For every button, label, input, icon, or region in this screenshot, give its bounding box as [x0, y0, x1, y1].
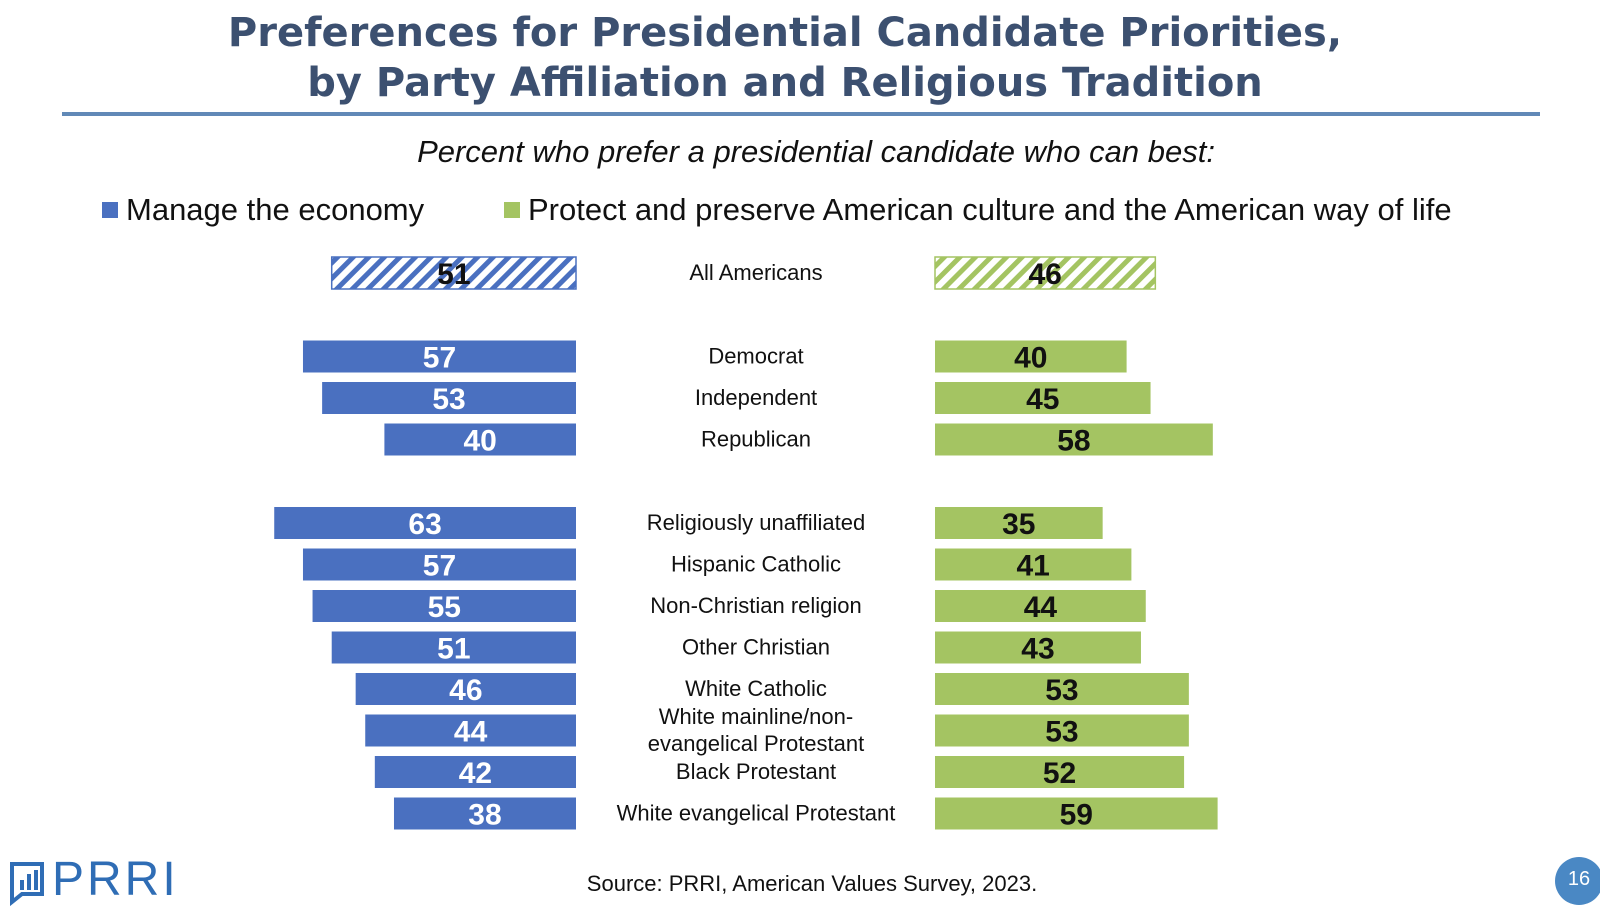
bar-label-economy: 57: [423, 550, 456, 583]
bar-label-economy: 51: [437, 633, 470, 666]
legend-label-culture: Protect and preserve American culture an…: [528, 192, 1452, 227]
category-label: evangelical Protestant: [648, 731, 864, 756]
category-label: Black Protestant: [676, 759, 836, 784]
bar-label-culture: 59: [1060, 799, 1093, 832]
category-label: White evangelical Protestant: [617, 801, 896, 826]
category-label: White mainline/non-: [659, 704, 853, 729]
bar-culture: [935, 340, 1127, 373]
category-label: Democrat: [708, 344, 803, 369]
bar-economy: [331, 631, 576, 664]
bar-label-culture: 58: [1057, 425, 1090, 458]
bar-culture: [935, 714, 1189, 747]
bar-label-culture: 43: [1021, 633, 1054, 666]
legend-item-economy: Manage the economy: [102, 192, 424, 228]
bar-label-economy: 55: [428, 591, 461, 624]
bar-label-culture: 53: [1045, 716, 1078, 749]
category-label: Religiously unaffiliated: [647, 510, 866, 535]
bar-culture: [935, 423, 1213, 456]
title-line-1: Preferences for Presidential Candidate P…: [227, 10, 1343, 56]
bar-culture: [935, 507, 1103, 539]
bar-culture: [935, 673, 1189, 705]
chart-title: Preferences for Presidential Candidate P…: [0, 8, 1570, 108]
bar-economy: [355, 673, 576, 705]
legend-item-culture: Protect and preserve American culture an…: [504, 192, 1452, 228]
bar-label-culture: 46: [1028, 258, 1061, 291]
bar-economy: [330, 256, 577, 290]
bar-label-economy: 51: [437, 258, 470, 291]
title-line-2: by Party Affiliation and Religious Tradi…: [307, 60, 1263, 106]
bar-economy: [393, 797, 576, 830]
category-label: White Catholic: [685, 676, 827, 701]
bar-economy: [312, 590, 576, 622]
bar-label-economy: 44: [454, 716, 488, 749]
bar-label-economy: 40: [464, 425, 497, 458]
bar-culture: [935, 797, 1218, 830]
bar-label-economy: 46: [449, 674, 482, 707]
bar-label-economy: 53: [432, 383, 465, 416]
bar-label-culture: 45: [1026, 383, 1059, 416]
category-label: Non-Christian religion: [650, 593, 862, 618]
bar-economy: [302, 548, 576, 581]
legend-label-economy: Manage the economy: [126, 192, 425, 227]
bar-label-economy: 42: [459, 757, 492, 790]
page-number-badge: 16: [1555, 857, 1600, 905]
bar-label-culture: 52: [1043, 757, 1076, 790]
chart-subtitle: Percent who prefer a presidential candid…: [417, 134, 1215, 169]
bar-economy: [302, 340, 576, 373]
prri-logo-text: PRRI: [52, 853, 179, 906]
source-note: Source: PRRI, American Values Survey, 20…: [586, 871, 1038, 896]
legend-swatch-culture: [504, 201, 520, 218]
bar-label-economy: 38: [468, 799, 501, 832]
bar-label-culture: 35: [1002, 508, 1035, 541]
bar-economy: [274, 507, 576, 539]
category-label: Other Christian: [682, 635, 830, 660]
bar-culture: [934, 256, 1157, 290]
category-label: Hispanic Catholic: [671, 552, 841, 577]
bar-economy: [322, 382, 576, 414]
bar-label-economy: 63: [408, 508, 441, 541]
bar-label-culture: 41: [1017, 550, 1050, 583]
bar-label-economy: 57: [423, 342, 456, 375]
legend-swatch-economy: [102, 201, 118, 218]
bar-economy: [374, 756, 576, 788]
category-label: All Americans: [689, 260, 822, 285]
bar-culture: [935, 590, 1146, 622]
bar-label-culture: 44: [1024, 591, 1058, 624]
prri-logo-icon: [10, 862, 44, 907]
bar-culture: [935, 631, 1141, 664]
bar-economy: [365, 714, 576, 747]
title-divider: [62, 112, 1540, 116]
category-label: Republican: [701, 427, 811, 452]
bar-culture: [935, 382, 1151, 414]
bar-economy: [384, 423, 576, 456]
bar-culture: [935, 548, 1132, 581]
bar-label-culture: 40: [1014, 342, 1047, 375]
bar-culture: [935, 756, 1185, 788]
bar-label-culture: 53: [1045, 674, 1078, 707]
category-label: Independent: [695, 385, 817, 410]
